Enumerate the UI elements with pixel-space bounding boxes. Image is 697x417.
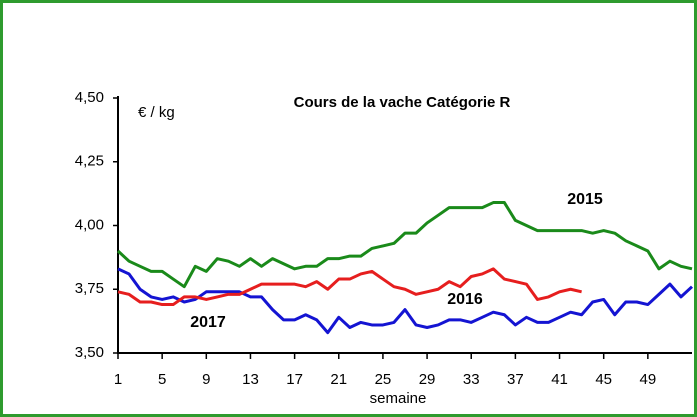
- x-tick-label: 41: [551, 371, 568, 388]
- x-tick-label: 9: [202, 371, 210, 388]
- x-tick-label: 13: [242, 371, 259, 388]
- x-tick-label: 45: [595, 371, 612, 388]
- series-line: [117, 267, 582, 307]
- y-tick-label: 4,25: [75, 153, 104, 170]
- x-tick-label: 21: [330, 371, 347, 388]
- y-unit: € / kg: [138, 104, 175, 121]
- y-tick-label: 3,75: [75, 280, 104, 297]
- series-label: 2017: [190, 314, 226, 331]
- x-axis-label: semaine: [370, 390, 427, 407]
- x-tick-label: 49: [640, 371, 657, 388]
- x-tick-label: 37: [507, 371, 524, 388]
- y-tick-label: 4,50: [75, 89, 104, 106]
- series-line: [117, 267, 694, 335]
- x-tick-label: 17: [286, 371, 303, 388]
- series-label: 2016: [447, 291, 483, 308]
- x-tick-label: 29: [419, 371, 436, 388]
- x-tick-label: 1: [114, 371, 122, 388]
- x-tick-label: 33: [463, 371, 480, 388]
- series-line: [116, 201, 693, 289]
- x-tick-label: 5: [158, 371, 166, 388]
- y-tick-label: 4,00: [75, 216, 104, 233]
- y-tick-label: 3,50: [75, 344, 104, 361]
- series-label: 2015: [567, 191, 603, 208]
- chart-title: Cours de la vache Catégorie R: [294, 94, 511, 111]
- x-tick-label: 25: [375, 371, 392, 388]
